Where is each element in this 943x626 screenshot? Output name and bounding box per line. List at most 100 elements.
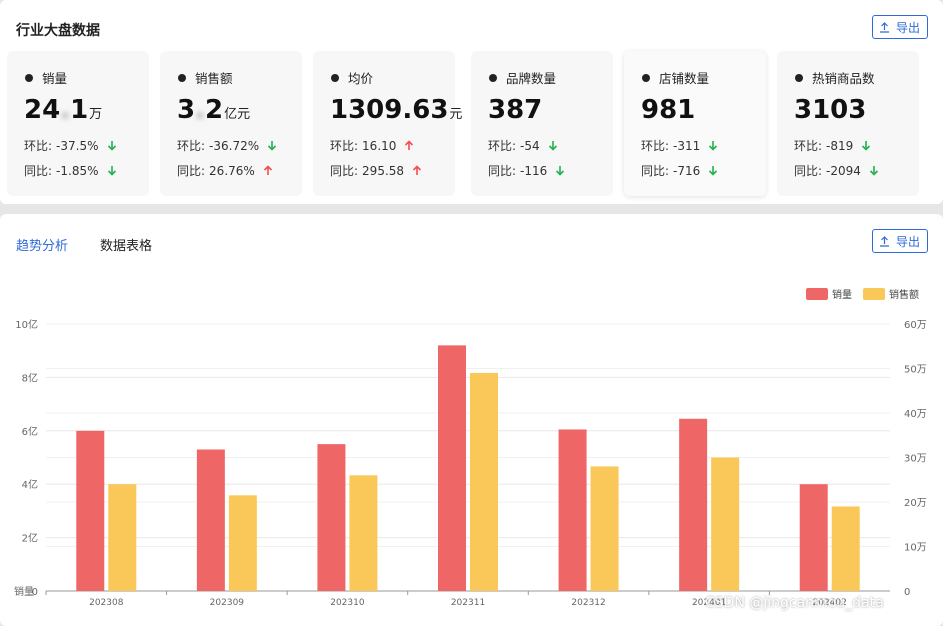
metric-value: 981 [641,95,696,125]
mom-compare: 环比: 16.10 [330,137,414,154]
y-left-corner-label: 销量 [14,585,34,598]
mom-compare: 环比: -54 [488,137,558,154]
arrow-down-icon [548,141,557,151]
bullet-dot [331,73,339,82]
bullet-dot [25,73,33,82]
y-right-tick-label: 40万 [904,409,927,420]
arrow-down-icon [709,166,718,176]
x-tick-label: 202401 [692,598,726,608]
metric-label: 品牌数量 [489,68,556,87]
metric-value: 24.1万 [24,95,103,125]
analysis-export-button[interactable]: 导出 [872,229,928,253]
arrow-down-icon [268,141,277,151]
y-right-tick-label: 50万 [904,365,927,376]
y-left-tick-label: 6亿 [22,425,38,438]
bullet-dot [489,73,497,82]
y-right-tick-label: 60万 [904,320,927,331]
metric-card[interactable]: 均价 1309.63元 环比: 16.10 同比: 295.58 [313,51,462,196]
y-right-tick-label: 0 [904,587,910,598]
mom-compare: 环比: -36.72% [177,137,277,154]
analysis-panel: 趋势分析 数据表格 导出 销量 销售额 0 2亿 4亿 6亿 8亿 10亿 0 10万 20万 3… [0,214,943,626]
metric-card[interactable]: 热销商品数 3103 环比: -819 同比: -2094 [777,51,919,196]
metric-label: 销售额 [178,68,233,87]
x-tick-label: 202311 [451,598,485,608]
upload-icon [880,235,889,247]
metric-card[interactable]: 店铺数量 981 环比: -311 同比: -716 [624,51,766,196]
arrow-down-icon [107,141,116,151]
arrow-down-icon [869,166,878,176]
metric-value: 387 [488,95,543,125]
mom-compare: 环比: -311 [641,137,718,154]
metric-card[interactable]: 销量 24.1万 环比: -37.5% 同比: -1.85% [7,51,149,196]
arrow-down-icon [862,141,871,151]
x-tick-label: 202310 [330,598,365,608]
arrow-up-icon [405,140,414,150]
bar-sales-amount [349,475,378,591]
bar-sales-volume [799,484,828,591]
yoy-compare: 同比: -2094 [794,162,879,179]
bar-sales-volume [438,345,466,591]
overview-title: 行业大盘数据 [16,23,100,39]
bar-sales-amount [711,457,740,591]
bullet-dot [178,73,186,82]
overview-panel: 行业大盘数据 导出 销量 24.1万 环比: -37.5% 同比: -1.85% 销… [0,0,943,204]
legend-swatch [806,287,828,300]
bullet-dot [642,73,650,82]
yoy-compare: 同比: 295.58 [330,162,422,179]
export-label: 导出 [896,234,921,249]
yoy-compare: 同比: -116 [488,162,565,179]
bar-sales-volume [76,430,105,591]
mom-compare: 环比: -819 [794,137,871,154]
bar-sales-amount [108,484,137,591]
mom-compare: 环比: -37.5% [24,137,117,154]
y-right-tick-label: 20万 [904,498,927,509]
legend-swatch [863,287,885,300]
bar-sales-amount [228,495,257,591]
metric-value: 3103 [794,95,867,125]
x-tick-label: 202312 [571,598,605,608]
bar-sales-volume [196,449,225,591]
metric-label: 热销商品数 [795,68,875,87]
upload-icon [880,21,889,33]
metric-unit: 元 [449,107,463,122]
bar-sales-volume [317,444,346,591]
arrow-up-icon [263,165,272,175]
legend-label: 销量 [832,290,852,301]
x-tick-label: 202308 [89,598,124,608]
export-label: 导出 [896,20,921,35]
y-left-tick-label: 0 [32,587,38,598]
overview-export-button[interactable]: 导出 [872,15,928,39]
bar-sales-volume [679,418,708,591]
x-tick-label: 202309 [210,598,245,608]
metric-card[interactable]: 销售额 3.2亿元 环比: -36.72% 同比: 26.76% [160,51,302,196]
tab-trend-analysis[interactable]: 趋势分析 [16,239,69,254]
metric-label: 均价 [331,68,373,87]
y-left-tick-label: 4亿 [22,478,38,491]
bar-sales-volume [558,429,587,591]
arrow-down-icon [107,166,116,176]
metric-label: 店铺数量 [642,68,709,87]
legend-sales-amount[interactable]: 销售额 [863,286,919,301]
metric-unit: 万 [89,107,103,122]
arrow-up-icon [412,165,422,175]
metric-value: 3.2亿元 [177,95,251,125]
bullet-dot [795,73,803,82]
legend-sales-volume[interactable]: 销量 [806,286,852,301]
legend-label: 销售额 [889,290,919,301]
bar-sales-amount [470,372,498,591]
watermark: CSDN @jingcanmou_data [705,595,884,611]
metric-label: 销量 [25,68,67,87]
arrow-down-icon [556,166,565,176]
yoy-compare: 同比: -716 [641,162,718,179]
tab-data-table[interactable]: 数据表格 [100,239,153,254]
metric-card[interactable]: 品牌数量 387 环比: -54 同比: -116 [471,51,613,196]
y-right-tick-label: 30万 [904,454,927,465]
bar-sales-amount [590,466,619,591]
yoy-compare: 同比: -1.85% [24,162,117,179]
x-tick-label: 202402 [813,598,847,608]
yoy-compare: 同比: 26.76% [177,162,273,179]
y-right-tick-label: 10万 [904,543,927,554]
y-left-tick-label: 8亿 [22,371,38,384]
metric-unit: 亿元 [224,107,251,122]
